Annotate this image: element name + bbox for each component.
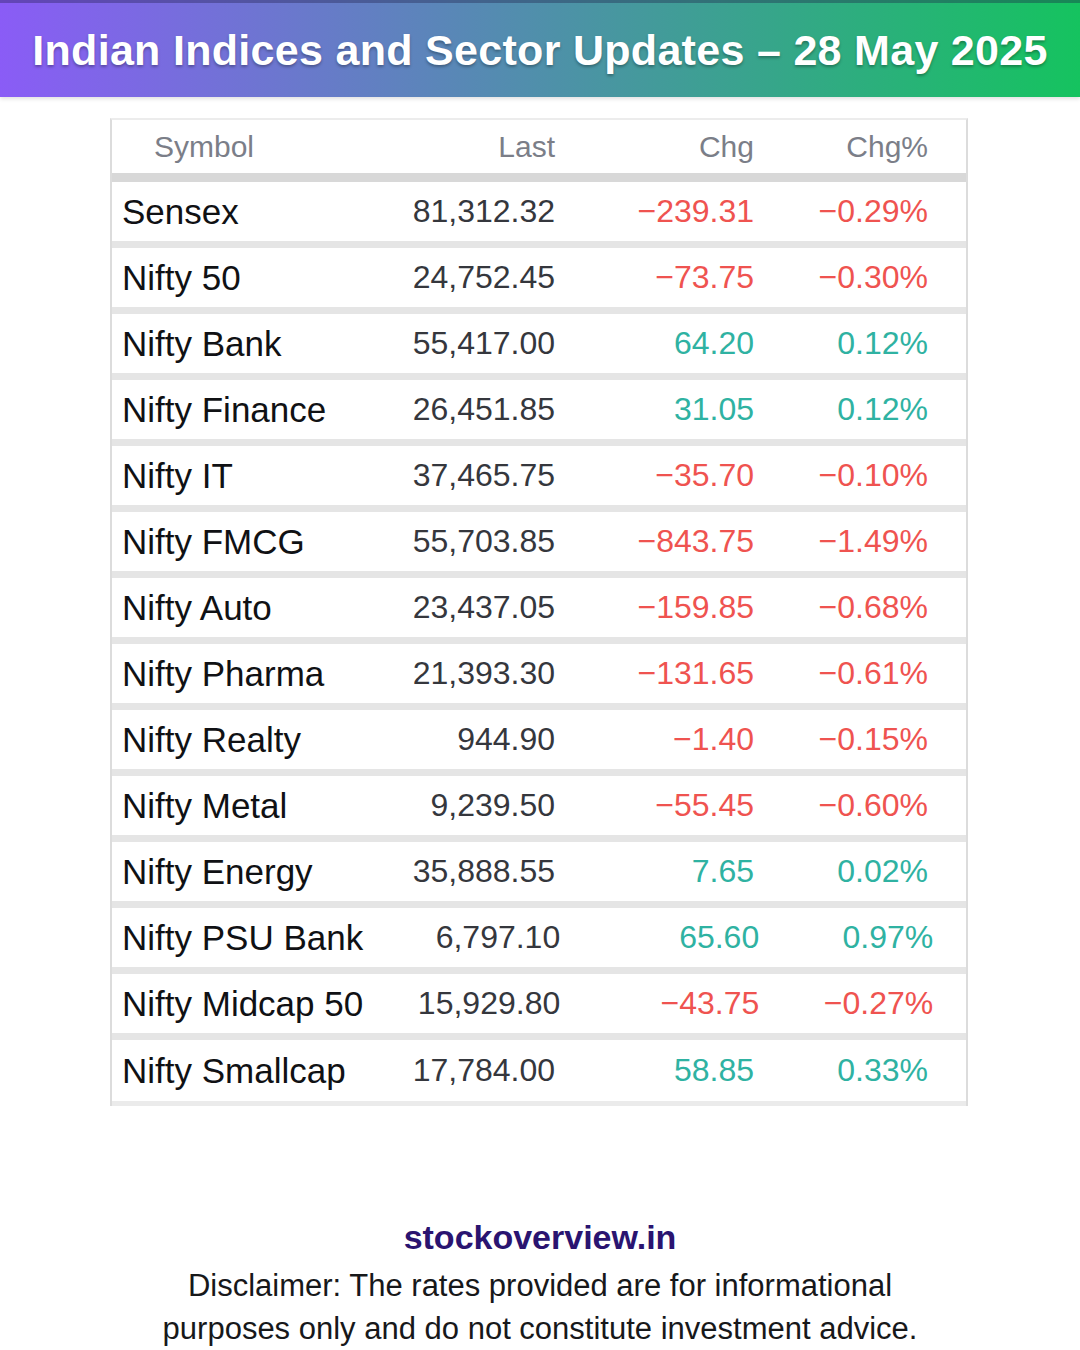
symbol-cell: Nifty 50 [122,258,358,298]
disclaimer-text: Disclaimer: The rates provided are for i… [0,1264,1080,1350]
chg-pct-cell: −0.61% [754,655,928,692]
chg-cell: −159.85 [555,589,754,626]
table-row[interactable]: Nifty PSU Bank 6,797.10 65.60 0.97% [112,908,966,974]
chg-cell: −239.31 [555,193,754,230]
symbol-cell: Nifty Finance [122,390,358,430]
last-cell: 55,703.85 [358,523,555,560]
chg-pct-cell: −0.29% [754,193,928,230]
table-row[interactable]: Nifty Auto 23,437.05 −159.85 −0.68% [112,578,966,644]
chg-pct-cell: 0.97% [759,919,933,956]
page-title: Indian Indices and Sector Updates – 28 M… [32,26,1047,75]
symbol-cell: Nifty FMCG [122,522,358,562]
last-cell: 17,784.00 [358,1052,555,1089]
chg-cell: −1.40 [555,721,754,758]
table-row[interactable]: Nifty Energy 35,888.55 7.65 0.02% [112,842,966,908]
column-header-chg: Chg [555,130,754,164]
symbol-cell: Nifty Realty [122,720,358,760]
table-row[interactable]: Nifty IT 37,465.75 −35.70 −0.10% [112,446,966,512]
last-cell: 6,797.10 [363,919,560,956]
symbol-cell: Nifty Metal [122,786,358,826]
disclaimer-line-2: purposes only and do not constitute inve… [0,1307,1080,1350]
last-cell: 81,312.32 [358,193,555,230]
table-row[interactable]: Nifty Pharma 21,393.30 −131.65 −0.61% [112,644,966,710]
chg-pct-cell: −0.60% [754,787,928,824]
symbol-cell: Sensex [122,192,358,232]
chg-cell: 65.60 [560,919,759,956]
last-cell: 21,393.30 [358,655,555,692]
chg-pct-cell: −0.10% [754,457,928,494]
chg-cell: −55.45 [555,787,754,824]
symbol-cell: Nifty Bank [122,324,358,364]
chg-pct-cell: −0.68% [754,589,928,626]
table-row[interactable]: Nifty Realty 944.90 −1.40 −0.15% [112,710,966,776]
chg-cell: 64.20 [555,325,754,362]
table-header-row: Symbol Last Chg Chg% [112,120,966,182]
table-row[interactable]: Nifty Finance 26,451.85 31.05 0.12% [112,380,966,446]
chg-pct-cell: 0.12% [754,391,928,428]
last-cell: 37,465.75 [358,457,555,494]
chg-cell: −131.65 [555,655,754,692]
chg-pct-cell: 0.33% [754,1052,928,1089]
symbol-cell: Nifty Smallcap [122,1051,358,1091]
chg-cell: 7.65 [555,853,754,890]
symbol-cell: Nifty PSU Bank [122,918,363,958]
symbol-cell: Nifty Energy [122,852,358,892]
table-row[interactable]: Nifty Smallcap 17,784.00 58.85 0.33% [112,1040,966,1106]
table-row[interactable]: Nifty Bank 55,417.00 64.20 0.12% [112,314,966,380]
last-cell: 26,451.85 [358,391,555,428]
disclaimer-line-1: Disclaimer: The rates provided are for i… [0,1264,1080,1307]
last-cell: 944.90 [358,721,555,758]
last-cell: 24,752.45 [358,259,555,296]
last-cell: 35,888.55 [358,853,555,890]
last-cell: 15,929.80 [363,985,560,1022]
chg-pct-cell: 0.02% [754,853,928,890]
symbol-cell: Nifty Auto [122,588,358,628]
last-cell: 55,417.00 [358,325,555,362]
chg-pct-cell: −0.30% [754,259,928,296]
last-cell: 9,239.50 [358,787,555,824]
table-body: Sensex 81,312.32 −239.31 −0.29% Nifty 50… [112,182,966,1106]
column-header-symbol: Symbol [154,130,358,164]
chg-cell: −43.75 [560,985,759,1022]
symbol-cell: Nifty Midcap 50 [122,984,363,1024]
symbol-cell: Nifty Pharma [122,654,358,694]
column-header-last: Last [358,130,555,164]
chg-cell: −35.70 [555,457,754,494]
table-row[interactable]: Sensex 81,312.32 −239.31 −0.29% [112,182,966,248]
chg-pct-cell: 0.12% [754,325,928,362]
chg-cell: −73.75 [555,259,754,296]
chg-cell: −843.75 [555,523,754,560]
table-row[interactable]: Nifty Metal 9,239.50 −55.45 −0.60% [112,776,966,842]
chg-cell: 31.05 [555,391,754,428]
chg-pct-cell: −1.49% [754,523,928,560]
header-banner: Indian Indices and Sector Updates – 28 M… [0,0,1080,97]
site-link[interactable]: stockoverview.in [0,1218,1080,1257]
last-cell: 23,437.05 [358,589,555,626]
column-header-chg-pct: Chg% [754,130,928,164]
chg-pct-cell: −0.27% [759,985,933,1022]
symbol-cell: Nifty IT [122,456,358,496]
chg-pct-cell: −0.15% [754,721,928,758]
table-row[interactable]: Nifty 50 24,752.45 −73.75 −0.30% [112,248,966,314]
chg-cell: 58.85 [555,1052,754,1089]
table-row[interactable]: Nifty Midcap 50 15,929.80 −43.75 −0.27% [112,974,966,1040]
indices-table: Symbol Last Chg Chg% Sensex 81,312.32 −2… [110,118,968,1106]
table-row[interactable]: Nifty FMCG 55,703.85 −843.75 −1.49% [112,512,966,578]
